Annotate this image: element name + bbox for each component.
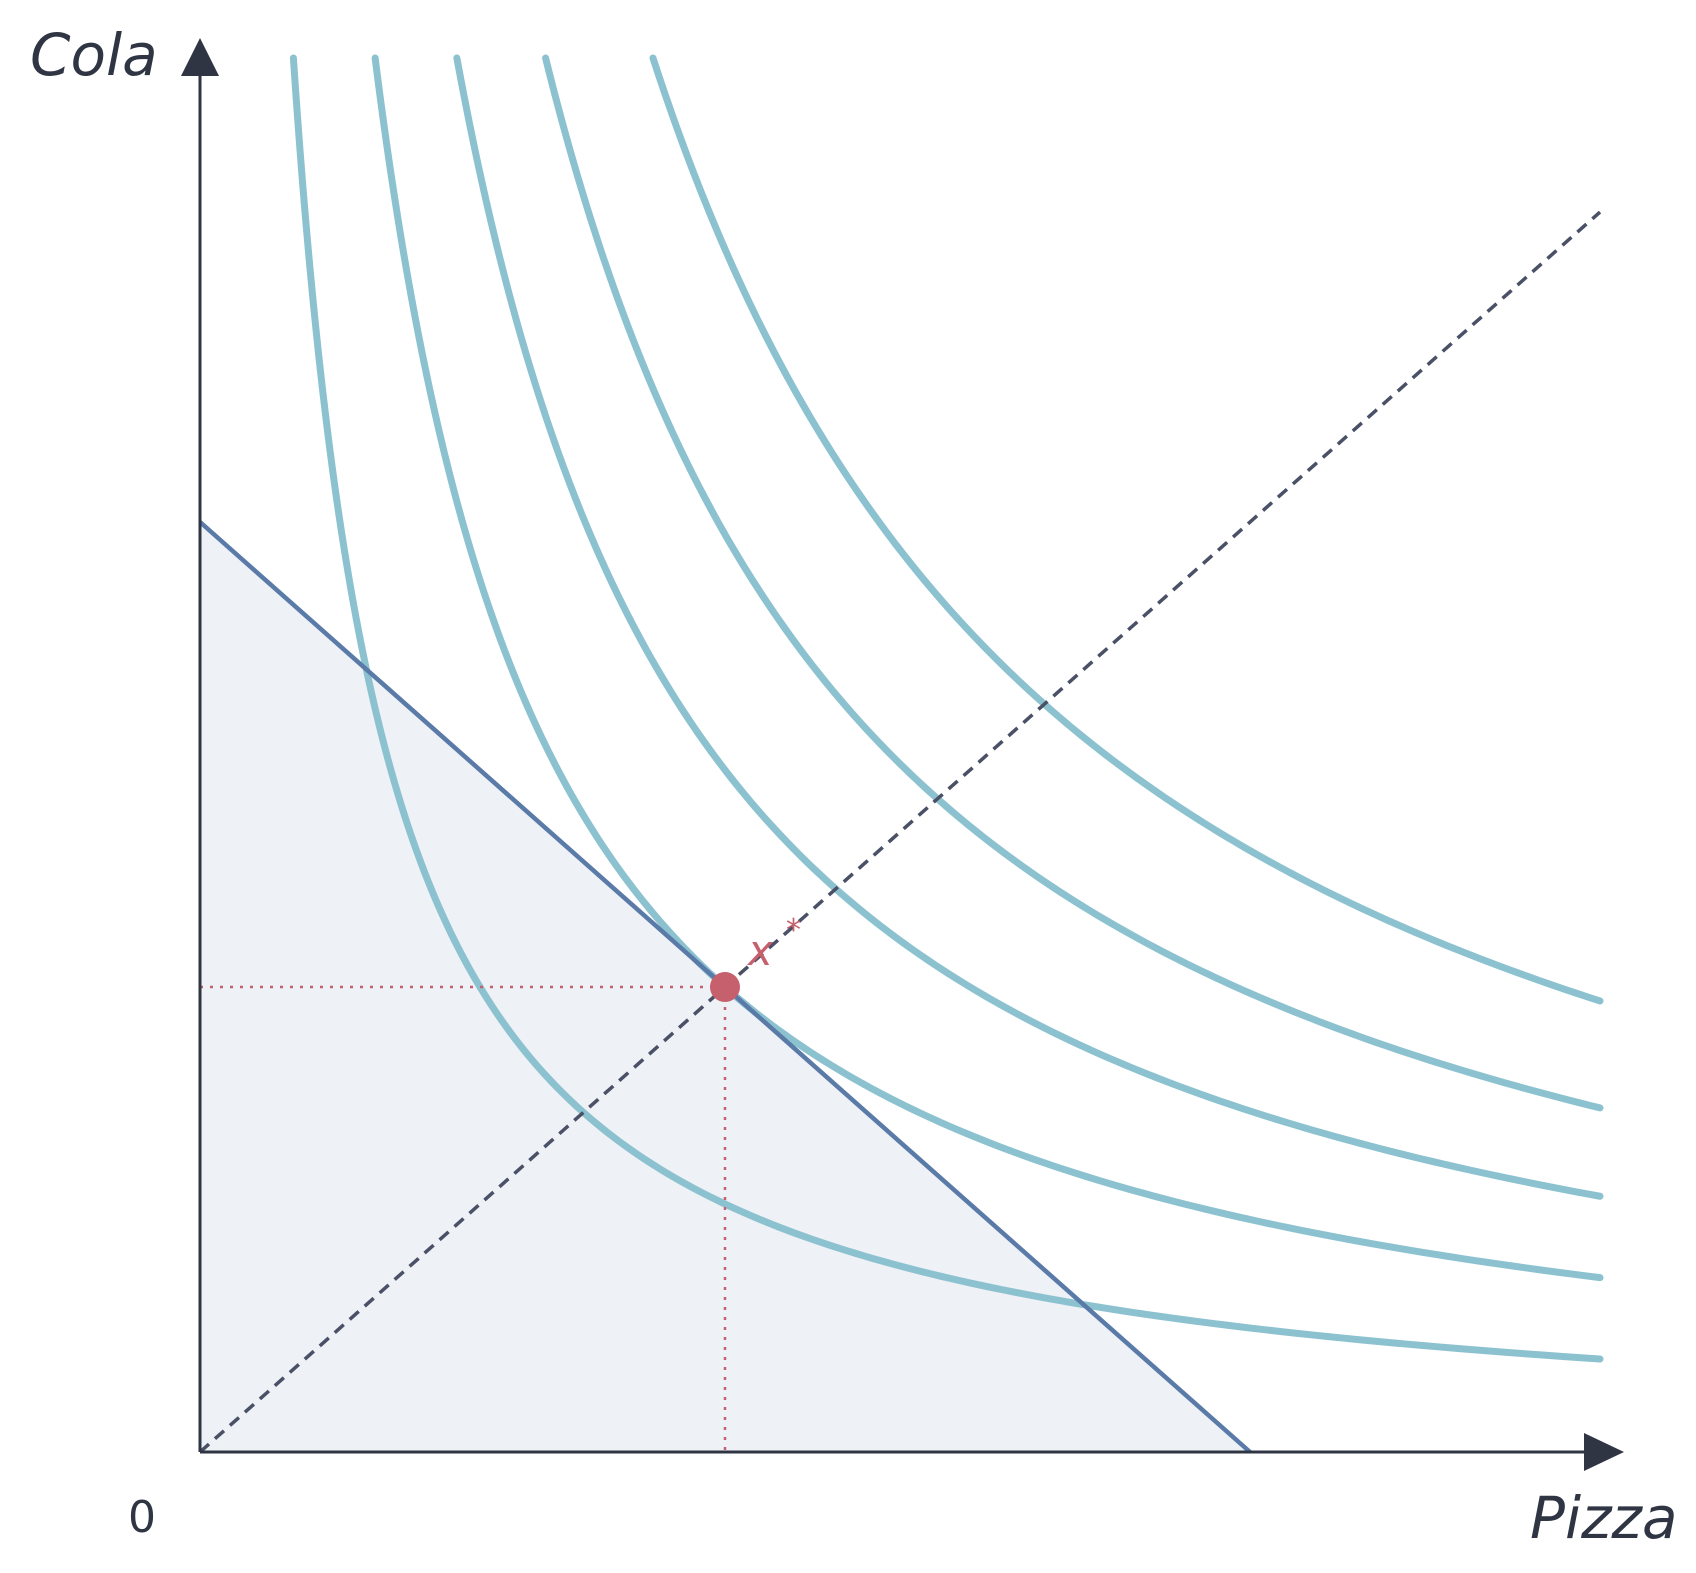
optimum-label: x — [746, 926, 774, 975]
indifference-curves-layer — [289, 54, 1604, 1363]
x-axis-arrowhead — [1584, 1433, 1624, 1471]
optimum-layer — [710, 972, 740, 1002]
indifference-curve-3 — [453, 54, 1604, 1200]
indifference-curve-1 — [289, 54, 1604, 1363]
x-axis-label: Pizza — [1530, 1484, 1678, 1552]
indifference-curve-5 — [649, 54, 1604, 1005]
optimum-label-superscript: * — [786, 913, 801, 948]
optimum-point — [710, 972, 740, 1002]
indifference-curve-4 — [542, 54, 1604, 1112]
expansion-ray — [198, 210, 1602, 1454]
origin-label: 0 — [128, 1492, 156, 1543]
axes-layer — [181, 38, 1624, 1471]
y-axis-arrowhead — [181, 38, 219, 76]
y-axis-label: Cola — [30, 21, 158, 89]
